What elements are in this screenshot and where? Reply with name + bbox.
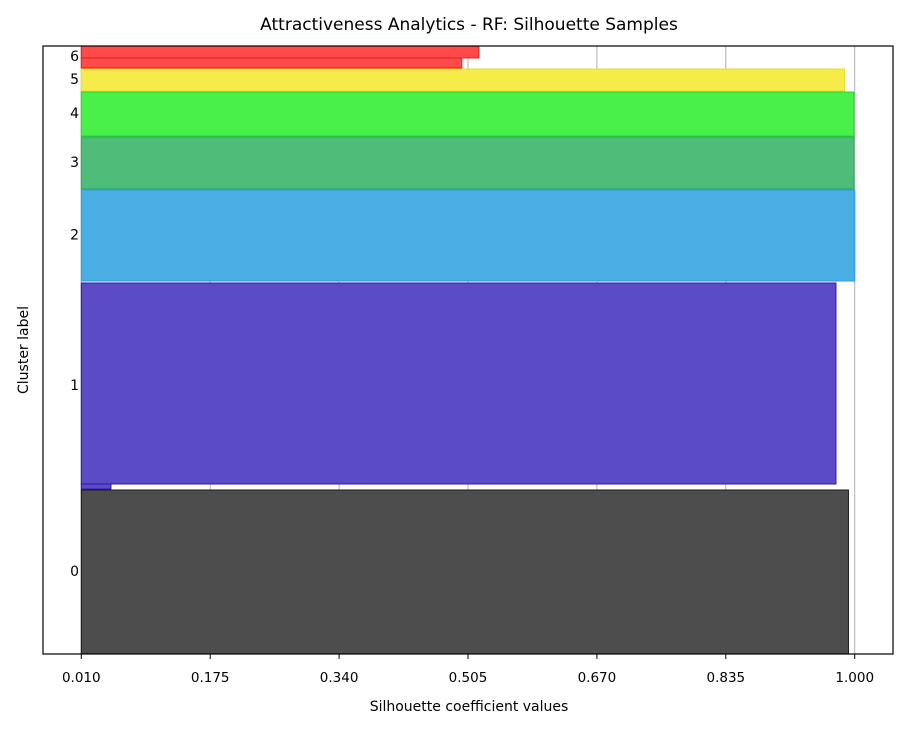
x-axis-label: Silhouette coefficient values (370, 699, 569, 715)
silhouette-step (80, 489, 849, 655)
silhouette-step (80, 57, 463, 69)
axes-frame (42, 45, 894, 655)
y-tick-label: 3 (70, 155, 79, 171)
y-tick-label: 4 (70, 106, 79, 122)
silhouette-step (80, 68, 846, 92)
x-tick-label: 0.010 (62, 670, 101, 686)
silhouette-step (80, 282, 837, 485)
x-tick-label: 0.340 (320, 670, 359, 686)
y-tick-label: 1 (70, 378, 79, 394)
x-tick-label: 0.670 (578, 670, 617, 686)
silhouette-step (80, 483, 112, 490)
y-tick-label: 6 (70, 49, 79, 65)
chart-title: Attractiveness Analytics - RF: Silhouett… (260, 15, 678, 35)
y-axis-label: Cluster label (16, 306, 32, 394)
silhouette-step (80, 91, 855, 137)
x-tick-label: 1.000 (835, 670, 874, 686)
x-tick-label: 0.835 (706, 670, 745, 686)
x-tick-label: 0.175 (191, 670, 230, 686)
y-tick-label: 5 (70, 72, 79, 88)
y-tick-label: 0 (70, 564, 79, 580)
silhouette-step (80, 45, 480, 59)
x-tick-label: 0.505 (449, 670, 488, 686)
silhouette-step (80, 136, 855, 190)
silhouette-step (80, 189, 856, 282)
y-tick-label: 2 (70, 228, 79, 244)
